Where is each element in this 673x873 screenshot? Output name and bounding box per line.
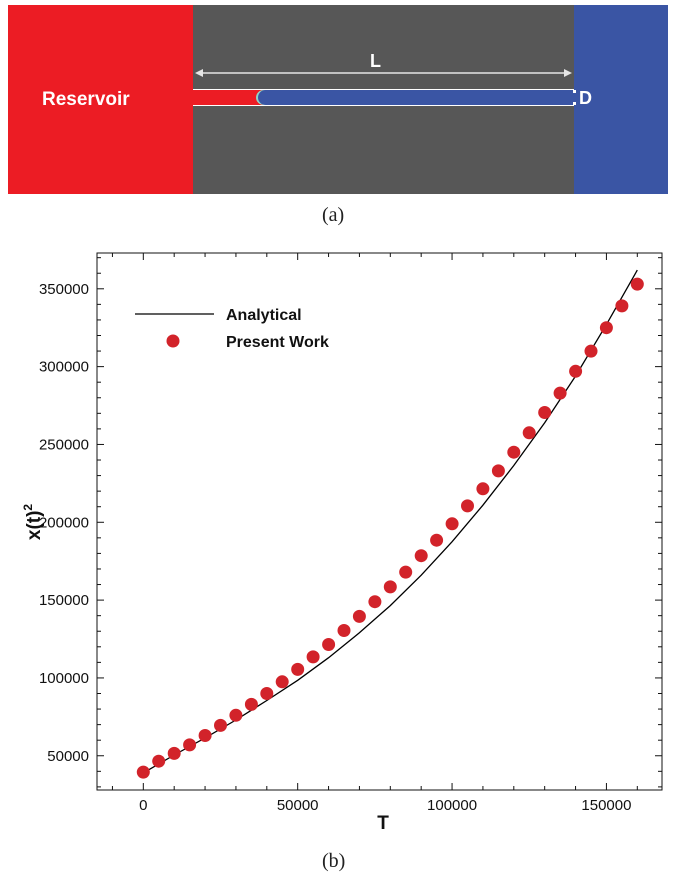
present-work-point xyxy=(491,464,505,478)
present-work-point xyxy=(630,277,644,291)
y-axis-title: x(t)2 xyxy=(21,504,45,541)
legend-label-analytical: Analytical xyxy=(226,307,302,324)
present-work-point xyxy=(152,754,166,768)
panel-a-caption: (a) xyxy=(322,204,345,226)
present-work-point xyxy=(414,549,428,563)
analytical-line xyxy=(142,269,638,774)
plot-frame xyxy=(96,252,663,791)
present-work-point xyxy=(260,687,274,700)
x-axis: 0 50000 100000 150000 xyxy=(111,253,638,814)
present-work-point xyxy=(522,426,536,440)
present-work-point xyxy=(291,662,305,676)
present-work-point xyxy=(430,533,444,547)
y-tick-label: 250000 xyxy=(39,436,89,453)
present-work-point xyxy=(136,765,150,779)
present-work-point xyxy=(507,445,521,459)
y-tick-label: 350000 xyxy=(39,281,89,298)
diameter-tick-top xyxy=(573,90,576,93)
present-work-point xyxy=(538,406,552,419)
reservoir-label: Reservoir xyxy=(42,89,130,110)
y-axis-title-base: x(t) xyxy=(24,511,45,541)
present-work-point xyxy=(553,386,567,400)
displaced-fluid xyxy=(258,90,574,105)
y-tick-label: 50000 xyxy=(47,748,89,765)
x-tick-label: 50000 xyxy=(277,797,319,814)
present-work-point xyxy=(214,718,227,732)
present-work-point xyxy=(352,609,366,623)
present-work-point xyxy=(445,517,459,531)
length-label: L xyxy=(370,51,381,71)
outlet-region xyxy=(574,5,668,194)
x-tick-label: 100000 xyxy=(427,797,477,814)
present-work-point xyxy=(167,746,181,760)
y-tick-label: 100000 xyxy=(39,670,89,687)
legend: Analytical Present Work xyxy=(135,307,329,351)
present-work-point xyxy=(399,565,413,579)
present-work-point xyxy=(198,729,212,742)
diameter-label: D xyxy=(579,88,592,108)
present-work-point xyxy=(584,344,598,358)
length-dimension-arrow xyxy=(195,69,572,77)
invading-fluid xyxy=(193,90,263,105)
y-tick-label: 150000 xyxy=(39,592,89,609)
present-work-point xyxy=(383,580,397,594)
y-tick-label: 300000 xyxy=(39,359,89,376)
x-tick-label: 150000 xyxy=(581,797,631,814)
present-work-point xyxy=(183,738,197,752)
present-work-point xyxy=(461,499,474,513)
present-work-point xyxy=(275,675,289,689)
present-work-point xyxy=(368,595,382,609)
present-work-point xyxy=(229,708,243,722)
legend-label-present-work: Present Work xyxy=(226,334,329,351)
x-tick-label: 0 xyxy=(139,797,147,814)
present-work-point xyxy=(569,364,583,378)
y-axis-title-superscript: 2 xyxy=(21,504,35,511)
panel-b-caption: (b) xyxy=(322,850,346,872)
present-work-point xyxy=(306,650,320,664)
present-work-point xyxy=(476,482,490,496)
x-axis-title: T xyxy=(377,813,389,834)
y-axis: 50000 100000 150000 200000 250000 300000 35000… xyxy=(39,257,662,788)
present-work-point xyxy=(599,321,613,335)
reservoir-region xyxy=(8,5,193,194)
y-tick-label: 200000 xyxy=(39,514,89,531)
diameter-tick-bottom xyxy=(573,102,576,105)
legend-marker-present-work xyxy=(166,334,180,348)
present-work-point xyxy=(337,624,351,637)
plot-area xyxy=(136,269,644,779)
present-work-point xyxy=(322,638,336,651)
channel-schematic: Reservoir L D xyxy=(8,5,668,194)
present-work-point xyxy=(615,299,629,313)
present-work-point xyxy=(244,697,258,711)
